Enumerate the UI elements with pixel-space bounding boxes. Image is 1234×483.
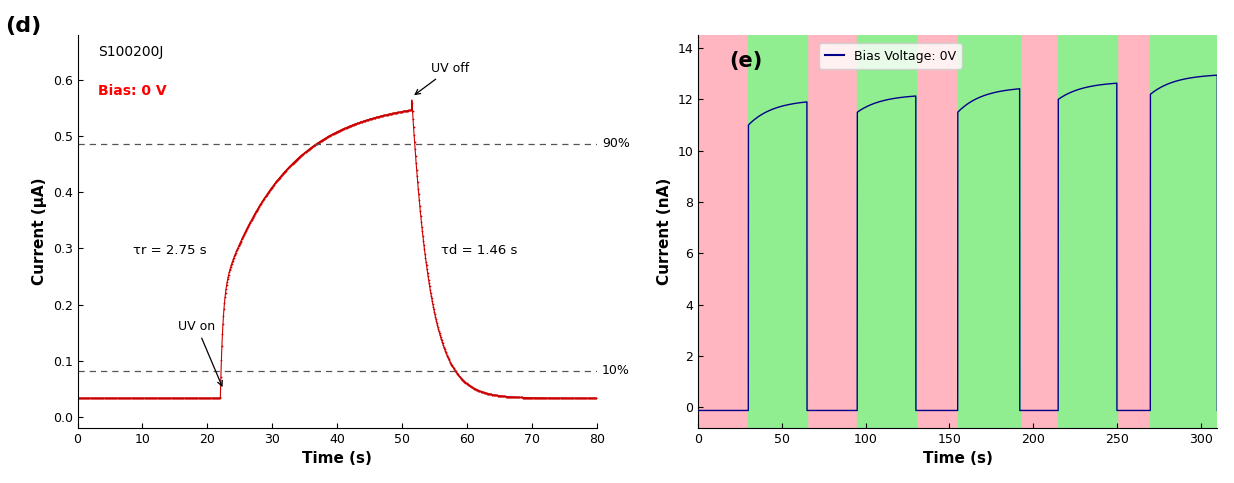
Text: S100200J: S100200J <box>99 45 164 59</box>
Y-axis label: Current (nA): Current (nA) <box>656 178 671 285</box>
Text: (e): (e) <box>729 51 763 71</box>
Text: Bias: 0 V: Bias: 0 V <box>99 85 167 99</box>
Legend: Bias Voltage: 0V: Bias Voltage: 0V <box>818 43 963 69</box>
Text: UV on: UV on <box>178 320 222 386</box>
Text: τd = 1.46 s: τd = 1.46 s <box>441 244 517 257</box>
X-axis label: Time (s): Time (s) <box>923 451 992 466</box>
Bar <box>1150 35 1217 428</box>
X-axis label: Time (s): Time (s) <box>302 451 373 466</box>
Text: (d): (d) <box>5 15 41 36</box>
Bar <box>958 35 1019 428</box>
Y-axis label: Current (μA): Current (μA) <box>32 178 47 285</box>
Bar <box>858 35 916 428</box>
Text: UV off: UV off <box>415 62 469 95</box>
Text: τr = 2.75 s: τr = 2.75 s <box>133 244 206 257</box>
Text: 10%: 10% <box>602 364 629 377</box>
Bar <box>1059 35 1117 428</box>
Bar <box>748 35 807 428</box>
Text: 90%: 90% <box>602 137 629 150</box>
